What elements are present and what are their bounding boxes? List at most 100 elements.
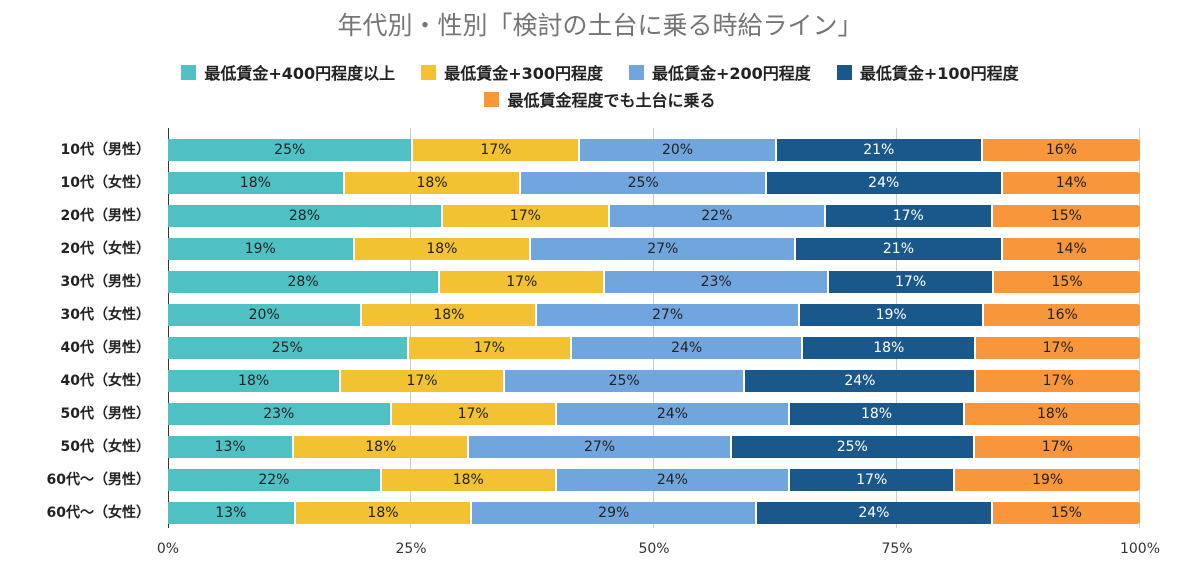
legend-item: 最低賃金程度でも土台に乗る [484, 87, 716, 111]
gridline [653, 128, 654, 528]
data-label: 28% [288, 208, 321, 224]
bar-segment: 14% [1002, 238, 1140, 260]
data-label: 17% [506, 274, 538, 290]
data-label: 27% [583, 439, 616, 455]
bar-segment: 18% [168, 172, 345, 194]
bar-segment: 20% [580, 139, 777, 161]
data-label: 18% [367, 505, 399, 521]
bar-segment: 27% [537, 304, 800, 326]
bar-segment: 19% [955, 469, 1140, 491]
x-tick-label: 100% [1119, 541, 1161, 557]
gridline [1139, 128, 1140, 528]
bar-segment: 27% [469, 436, 732, 458]
bar-segment: 14% [1002, 172, 1140, 194]
legend-swatch [181, 64, 197, 80]
data-label: 24% [844, 373, 876, 389]
data-label: 23% [263, 406, 295, 422]
category-label: 60代〜（女性） [46, 505, 150, 521]
legend-row-2: 最低賃金程度でも土台に乗る [0, 87, 1200, 111]
bar-segment: 18% [381, 469, 557, 491]
data-label: 15% [1050, 505, 1082, 521]
legend-swatch [421, 64, 437, 80]
bar-segment: 18% [965, 403, 1140, 425]
bar-segment: 21% [776, 139, 983, 161]
data-label: 22% [258, 472, 290, 488]
data-label: 16% [1046, 307, 1078, 323]
data-label: 17% [509, 208, 541, 224]
data-label: 15% [1050, 208, 1082, 224]
data-label: 15% [1051, 274, 1083, 290]
bar-segment: 16% [984, 304, 1140, 326]
category-label: 10代（女性） [60, 175, 150, 191]
data-label: 20% [661, 142, 694, 158]
data-label: 17% [895, 274, 927, 290]
data-label: 24% [671, 340, 703, 356]
bar-segment: 25% [521, 172, 767, 194]
bar-segment: 18% [790, 403, 966, 425]
bar-segment: 17% [790, 469, 956, 491]
data-label: 13% [214, 439, 246, 455]
data-label: 25% [608, 373, 640, 389]
data-label: 19% [875, 307, 907, 323]
data-label: 18% [433, 307, 465, 323]
data-label: 14% [1055, 175, 1087, 191]
bar-segment: 13% [168, 436, 295, 458]
data-label: 18% [452, 472, 484, 488]
bar-segment: 21% [796, 238, 1003, 260]
data-label: 25% [836, 439, 868, 455]
bar-segment: 15% [994, 271, 1140, 293]
legend-item: 最低賃金+400円程度以上 [181, 60, 395, 84]
bar-segment: 22% [609, 205, 826, 227]
bar-segment: 17% [440, 271, 606, 293]
data-label: 24% [858, 505, 890, 521]
y-axis-line [168, 128, 169, 528]
data-label: 18% [416, 175, 448, 191]
data-label: 17% [856, 472, 888, 488]
data-label: 19% [1032, 472, 1064, 488]
bar-segment: 15% [992, 502, 1140, 524]
data-label: 21% [882, 241, 914, 257]
category-label: 30代（男性） [60, 274, 150, 290]
bar-segment: 27% [531, 238, 797, 260]
data-label: 25% [627, 175, 659, 191]
bar-segment: 23% [168, 403, 392, 425]
data-label: 17% [1042, 340, 1074, 356]
data-label: 21% [863, 142, 895, 158]
bar-segment: 20% [168, 304, 363, 326]
gridline [410, 128, 411, 528]
bar-segment: 24% [556, 403, 791, 425]
legend-item: 最低賃金+100円程度 [836, 60, 1019, 84]
data-label: 29% [598, 505, 630, 521]
data-label: 20% [248, 307, 280, 323]
legend-label: 最低賃金+100円程度 [859, 64, 1019, 83]
category-label: 50代（女性） [60, 439, 150, 455]
category-label: 20代（女性） [60, 241, 150, 257]
bar-segment: 25% [504, 370, 746, 392]
x-tick-label: 50% [638, 541, 670, 557]
data-label: 14% [1055, 241, 1087, 257]
data-label: 17% [473, 340, 505, 356]
bar-segment: 17% [976, 337, 1140, 359]
bar-segment: 15% [992, 205, 1140, 227]
legend-item: 最低賃金+200円程度 [629, 60, 811, 84]
data-label: 17% [480, 142, 512, 158]
bar-segment: 29% [472, 502, 758, 524]
data-label: 17% [1041, 439, 1073, 455]
category-label: 60代〜（男性） [46, 472, 150, 488]
legend: 最低賃金+400円程度以上 最低賃金+300円程度 最低賃金+200円程度 最低賃金+… [0, 60, 1200, 84]
bar-segment: 16% [982, 139, 1140, 161]
data-label: 18% [239, 175, 271, 191]
bar-segment: 24% [572, 337, 804, 359]
data-label: 27% [652, 307, 684, 323]
data-label: 17% [1042, 373, 1074, 389]
bar-segment: 25% [168, 337, 409, 359]
legend-swatch [484, 91, 500, 107]
data-label: 22% [701, 208, 733, 224]
bar-segment: 17% [825, 205, 993, 227]
data-label: 25% [274, 142, 306, 158]
bar-segment: 24% [745, 370, 977, 392]
x-tick-label: 25% [395, 541, 427, 557]
category-label: 40代（男性） [60, 340, 150, 356]
bar-segment: 17% [408, 337, 573, 359]
data-label: 28% [287, 274, 319, 290]
